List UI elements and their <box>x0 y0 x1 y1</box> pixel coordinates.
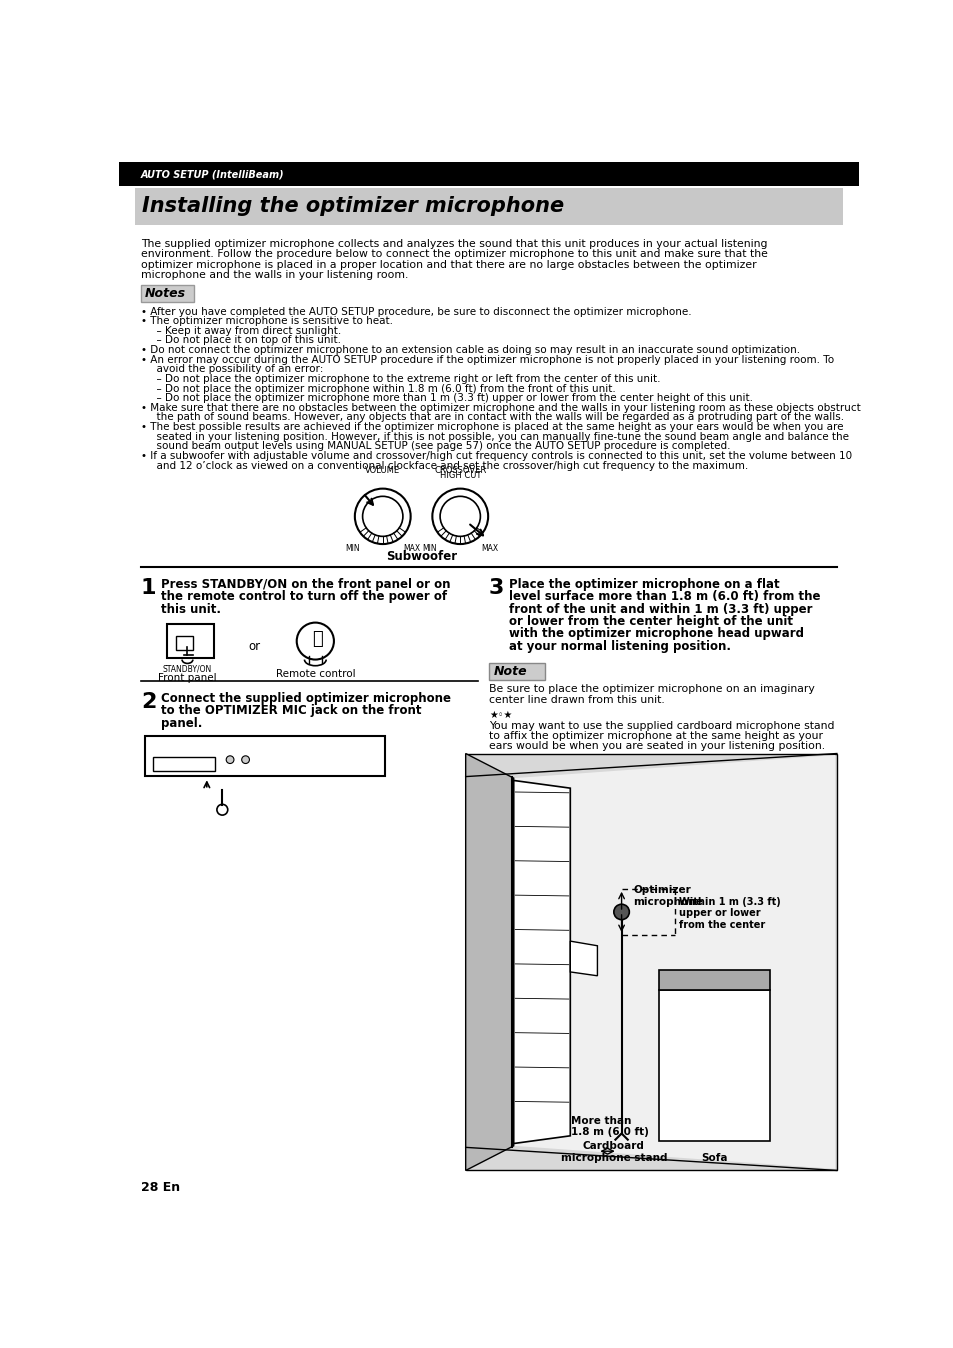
Text: Note: Note <box>493 665 527 678</box>
Bar <box>119 162 858 186</box>
Text: VOLUME: VOLUME <box>365 466 400 474</box>
Text: at your normal listening position.: at your normal listening position. <box>509 639 730 652</box>
Text: – Do not place the optimizer microphone more than 1 m (3.3 ft) upper or lower fr: – Do not place the optimizer microphone … <box>150 394 753 403</box>
Text: The supplied optimizer microphone collects and analyzes the sound that this unit: The supplied optimizer microphone collec… <box>141 239 766 249</box>
Text: AUTO SETUP (IntelliBeam): AUTO SETUP (IntelliBeam) <box>141 168 284 179</box>
Polygon shape <box>658 971 769 989</box>
Text: to affix the optimizer microphone at the same height as your: to affix the optimizer microphone at the… <box>488 731 822 741</box>
Text: • After you have completed the AUTO SETUP procedure, be sure to disconnect the o: • After you have completed the AUTO SETU… <box>141 306 691 317</box>
Circle shape <box>362 496 402 537</box>
Text: • If a subwoofer with adjustable volume and crossover/high cut frequency control: • If a subwoofer with adjustable volume … <box>141 450 851 461</box>
Text: Optimizer
microphone: Optimizer microphone <box>633 886 702 907</box>
Text: You may want to use the supplied cardboard microphone stand: You may want to use the supplied cardboa… <box>488 721 834 731</box>
Text: 2: 2 <box>141 692 156 712</box>
Text: HIGH CUT: HIGH CUT <box>439 472 480 480</box>
Bar <box>152 758 214 771</box>
Text: or lower from the center height of the unit: or lower from the center height of the u… <box>509 615 792 628</box>
Circle shape <box>241 756 249 763</box>
Text: ⏻: ⏻ <box>312 630 323 648</box>
FancyBboxPatch shape <box>488 663 544 679</box>
Text: panel.: panel. <box>161 717 202 729</box>
Circle shape <box>226 756 233 763</box>
Text: Subwoofer: Subwoofer <box>386 550 456 563</box>
Text: MIN: MIN <box>422 545 436 553</box>
Polygon shape <box>465 754 513 1170</box>
Text: Sofa: Sofa <box>700 1153 727 1163</box>
Text: Front panel: Front panel <box>158 673 216 682</box>
FancyBboxPatch shape <box>141 284 193 302</box>
Text: this unit.: this unit. <box>161 603 221 616</box>
Bar <box>145 736 385 776</box>
Text: – Do not place the optimizer microphone within 1.8 m (6.0 ft) from the front of : – Do not place the optimizer microphone … <box>150 384 616 394</box>
Text: • The best possible results are achieved if the optimizer microphone is placed a: • The best possible results are achieved… <box>141 422 842 431</box>
Text: microphone and the walls in your listening room.: microphone and the walls in your listeni… <box>141 270 408 280</box>
Text: Press STANDBY/ON on the front panel or on: Press STANDBY/ON on the front panel or o… <box>161 578 450 590</box>
Text: with the optimizer microphone head upward: with the optimizer microphone head upwar… <box>509 627 803 640</box>
Text: environment. Follow the procedure below to connect the optimizer microphone to t: environment. Follow the procedure below … <box>141 249 767 259</box>
FancyBboxPatch shape <box>175 636 193 650</box>
Text: 3: 3 <box>488 578 504 599</box>
Text: MAX: MAX <box>403 545 420 553</box>
Text: – Do not place the optimizer microphone to the extreme right or left from the ce: – Do not place the optimizer microphone … <box>150 373 660 384</box>
Text: Place the optimizer microphone on a flat: Place the optimizer microphone on a flat <box>509 578 779 590</box>
Text: Connect the supplied optimizer microphone: Connect the supplied optimizer microphon… <box>161 692 451 705</box>
Text: sound beam output levels using MANUAL SETUP (see page 57) once the AUTO SETUP pr: sound beam output levels using MANUAL SE… <box>150 441 730 452</box>
Text: to the OPTIMIZER MIC jack on the front: to the OPTIMIZER MIC jack on the front <box>161 704 421 717</box>
Circle shape <box>216 805 228 816</box>
Text: – Keep it away from direct sunlight.: – Keep it away from direct sunlight. <box>150 326 341 336</box>
Text: STANDBY/ON: STANDBY/ON <box>163 665 212 674</box>
Text: the path of sound beams. However, any objects that are in contact with the walls: the path of sound beams. However, any ob… <box>150 412 843 422</box>
Polygon shape <box>513 755 835 1169</box>
Text: optimizer microphone is placed in a proper location and that there are no large : optimizer microphone is placed in a prop… <box>141 260 756 270</box>
Text: Remote control: Remote control <box>275 669 355 679</box>
Text: ★◦★: ★◦★ <box>488 710 512 720</box>
Polygon shape <box>465 754 836 1170</box>
Text: the remote control to turn off the power of: the remote control to turn off the power… <box>161 590 447 604</box>
Circle shape <box>296 623 334 659</box>
Text: level surface more than 1.8 m (6.0 ft) from the: level surface more than 1.8 m (6.0 ft) f… <box>509 590 820 604</box>
Text: Be sure to place the optimizer microphone on an imaginary: Be sure to place the optimizer microphon… <box>488 685 814 694</box>
Text: CROSSOVER: CROSSOVER <box>434 466 486 474</box>
Text: and 12 o’clock as viewed on a conventional clockface and set the crossover/high : and 12 o’clock as viewed on a convention… <box>150 461 748 470</box>
Text: Cardboard
microphone stand: Cardboard microphone stand <box>560 1142 666 1163</box>
Text: avoid the possibility of an error:: avoid the possibility of an error: <box>150 364 323 375</box>
Text: ears would be when you are seated in your listening position.: ears would be when you are seated in you… <box>488 741 824 751</box>
Text: Installing the optimizer microphone: Installing the optimizer microphone <box>142 197 564 217</box>
Text: Notes: Notes <box>145 287 186 299</box>
Circle shape <box>613 905 629 919</box>
Text: or: or <box>249 639 261 652</box>
Text: Within 1 m (3.3 ft)
upper or lower
from the center: Within 1 m (3.3 ft) upper or lower from … <box>678 896 780 930</box>
Text: More than
1.8 m (6.0 ft): More than 1.8 m (6.0 ft) <box>570 1116 648 1138</box>
Text: • Do not connect the optimizer microphone to an extension cable as doing so may : • Do not connect the optimizer microphon… <box>141 345 800 355</box>
Polygon shape <box>513 780 570 1143</box>
Text: front of the unit and within 1 m (3.3 ft) upper: front of the unit and within 1 m (3.3 ft… <box>509 603 812 616</box>
Text: • Make sure that there are no obstacles between the optimizer microphone and the: • Make sure that there are no obstacles … <box>141 403 860 412</box>
Circle shape <box>439 496 480 537</box>
Bar <box>134 187 842 225</box>
Text: 1: 1 <box>141 578 156 599</box>
Text: 28 En: 28 En <box>141 1181 180 1194</box>
Text: center line drawn from this unit.: center line drawn from this unit. <box>488 696 664 705</box>
Text: • The optimizer microphone is sensitive to heat.: • The optimizer microphone is sensitive … <box>141 317 393 326</box>
Text: seated in your listening position. However, if this is not possible, you can man: seated in your listening position. Howev… <box>150 431 848 442</box>
Text: MIN: MIN <box>345 545 359 553</box>
FancyBboxPatch shape <box>167 624 213 658</box>
Text: – Do not place it on top of this unit.: – Do not place it on top of this unit. <box>150 336 341 345</box>
Text: MAX: MAX <box>480 545 497 553</box>
Polygon shape <box>570 941 597 976</box>
Polygon shape <box>658 989 769 1142</box>
Text: • An error may occur during the AUTO SETUP procedure if the optimizer microphone: • An error may occur during the AUTO SET… <box>141 355 833 365</box>
